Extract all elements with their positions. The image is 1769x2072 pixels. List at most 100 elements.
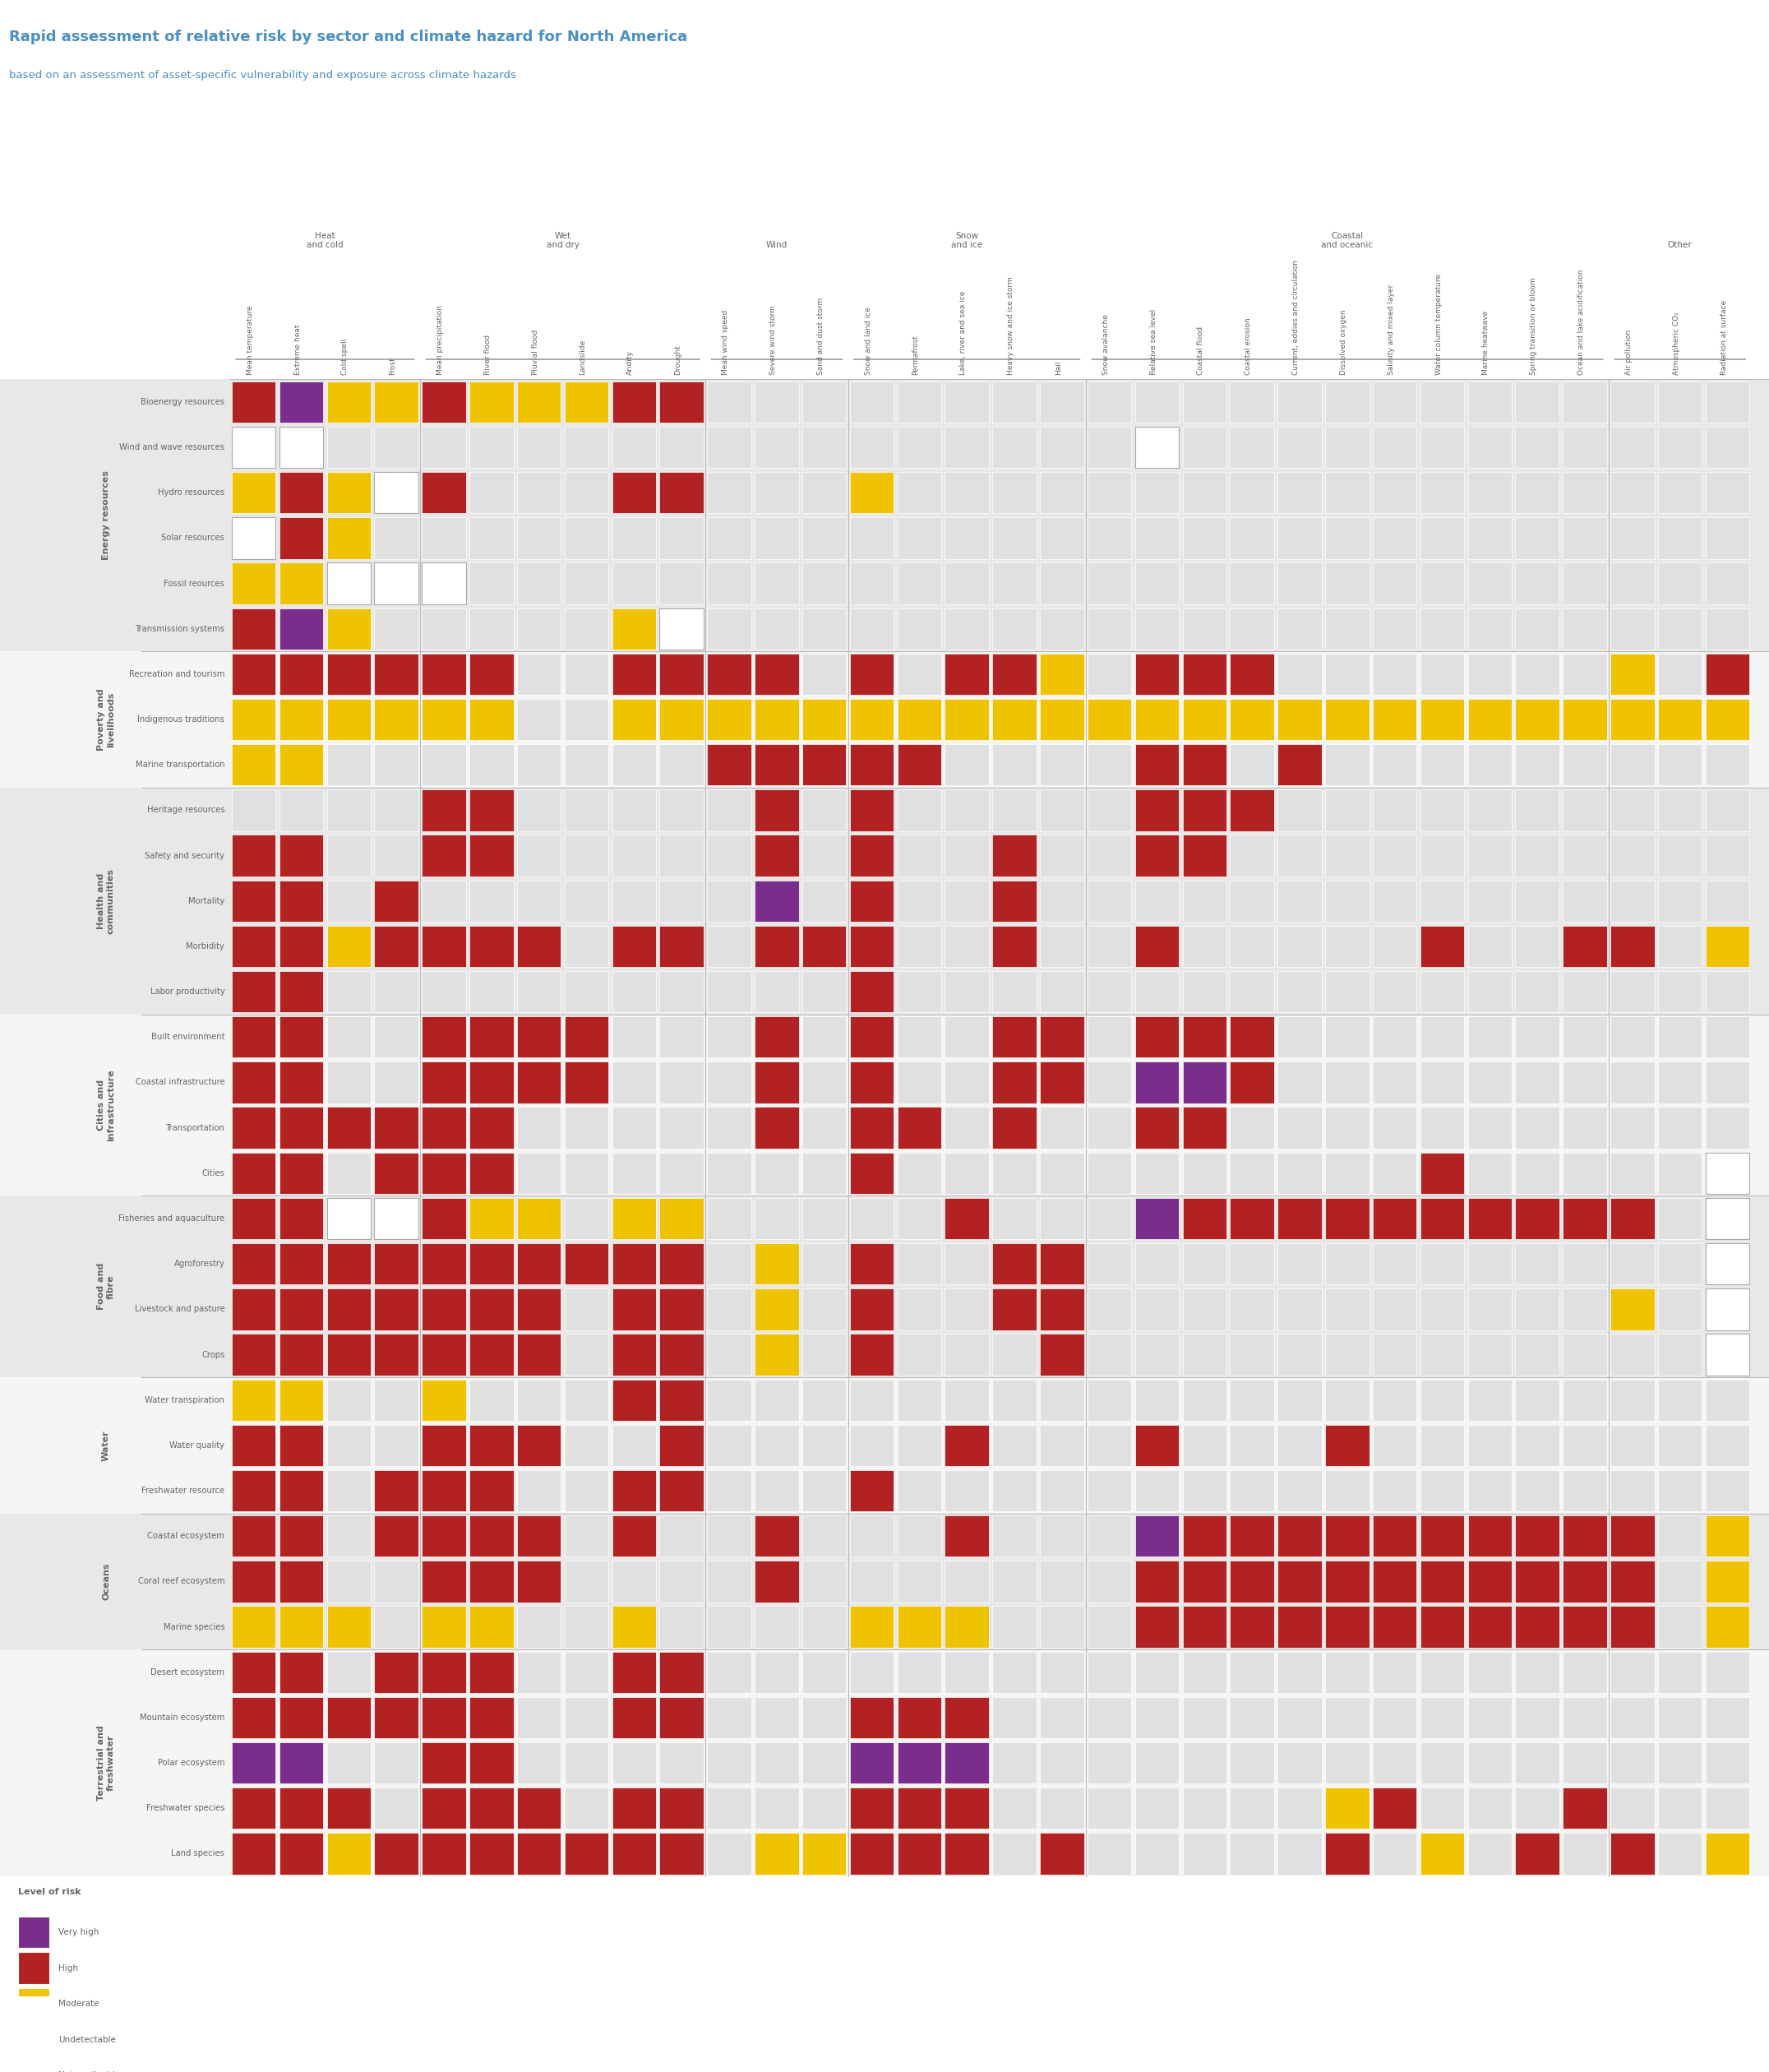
FancyBboxPatch shape bbox=[1182, 564, 1226, 605]
FancyBboxPatch shape bbox=[755, 789, 798, 831]
FancyBboxPatch shape bbox=[0, 787, 1769, 1015]
FancyBboxPatch shape bbox=[897, 1106, 941, 1148]
FancyBboxPatch shape bbox=[849, 1469, 893, 1510]
FancyBboxPatch shape bbox=[755, 564, 798, 605]
FancyBboxPatch shape bbox=[375, 1515, 419, 1556]
FancyBboxPatch shape bbox=[280, 518, 324, 559]
FancyBboxPatch shape bbox=[1658, 1380, 1702, 1421]
FancyBboxPatch shape bbox=[1658, 1606, 1702, 1647]
FancyBboxPatch shape bbox=[375, 1017, 419, 1059]
FancyBboxPatch shape bbox=[1277, 1651, 1321, 1693]
FancyBboxPatch shape bbox=[945, 1061, 989, 1102]
Text: Bioenergy resources: Bioenergy resources bbox=[142, 398, 225, 406]
FancyBboxPatch shape bbox=[327, 972, 371, 1013]
FancyBboxPatch shape bbox=[375, 1106, 419, 1148]
Text: Level of risk: Level of risk bbox=[18, 1888, 81, 1896]
FancyBboxPatch shape bbox=[0, 1513, 1769, 1649]
FancyBboxPatch shape bbox=[1325, 518, 1369, 559]
FancyBboxPatch shape bbox=[469, 972, 513, 1013]
FancyBboxPatch shape bbox=[1373, 1106, 1417, 1148]
FancyBboxPatch shape bbox=[1468, 1061, 1512, 1102]
FancyBboxPatch shape bbox=[1182, 881, 1226, 922]
FancyBboxPatch shape bbox=[849, 835, 893, 876]
FancyBboxPatch shape bbox=[1040, 881, 1084, 922]
FancyBboxPatch shape bbox=[1421, 698, 1465, 740]
FancyBboxPatch shape bbox=[421, 1515, 465, 1556]
FancyBboxPatch shape bbox=[1468, 1697, 1512, 1738]
FancyBboxPatch shape bbox=[1182, 1243, 1226, 1285]
FancyBboxPatch shape bbox=[1705, 1515, 1750, 1556]
FancyBboxPatch shape bbox=[612, 427, 656, 468]
FancyBboxPatch shape bbox=[1610, 881, 1654, 922]
FancyBboxPatch shape bbox=[564, 518, 609, 559]
FancyBboxPatch shape bbox=[1610, 1697, 1654, 1738]
FancyBboxPatch shape bbox=[755, 926, 798, 968]
FancyBboxPatch shape bbox=[708, 1426, 752, 1467]
FancyBboxPatch shape bbox=[1088, 1469, 1132, 1510]
FancyBboxPatch shape bbox=[1373, 653, 1417, 694]
FancyBboxPatch shape bbox=[612, 1834, 656, 1875]
FancyBboxPatch shape bbox=[564, 789, 609, 831]
FancyBboxPatch shape bbox=[517, 1606, 561, 1647]
FancyBboxPatch shape bbox=[1040, 789, 1084, 831]
FancyBboxPatch shape bbox=[280, 1697, 324, 1738]
FancyBboxPatch shape bbox=[1182, 427, 1226, 468]
FancyBboxPatch shape bbox=[1182, 1560, 1226, 1602]
FancyBboxPatch shape bbox=[849, 926, 893, 968]
FancyBboxPatch shape bbox=[280, 427, 324, 468]
FancyBboxPatch shape bbox=[1516, 1380, 1558, 1421]
FancyBboxPatch shape bbox=[1325, 1697, 1369, 1738]
FancyBboxPatch shape bbox=[1277, 1380, 1321, 1421]
FancyBboxPatch shape bbox=[849, 1243, 893, 1285]
FancyBboxPatch shape bbox=[421, 518, 465, 559]
FancyBboxPatch shape bbox=[1516, 1061, 1558, 1102]
FancyBboxPatch shape bbox=[1421, 472, 1465, 514]
FancyBboxPatch shape bbox=[1610, 1334, 1654, 1376]
FancyBboxPatch shape bbox=[660, 1334, 704, 1376]
FancyBboxPatch shape bbox=[421, 1380, 465, 1421]
FancyBboxPatch shape bbox=[1564, 1788, 1606, 1830]
FancyBboxPatch shape bbox=[1325, 1515, 1369, 1556]
FancyBboxPatch shape bbox=[1182, 1515, 1226, 1556]
FancyBboxPatch shape bbox=[1040, 472, 1084, 514]
FancyBboxPatch shape bbox=[1229, 972, 1274, 1013]
FancyBboxPatch shape bbox=[1658, 835, 1702, 876]
FancyBboxPatch shape bbox=[1325, 381, 1369, 423]
FancyBboxPatch shape bbox=[1658, 698, 1702, 740]
Text: Oceans: Oceans bbox=[103, 1562, 110, 1600]
FancyBboxPatch shape bbox=[1468, 1426, 1512, 1467]
FancyBboxPatch shape bbox=[375, 518, 419, 559]
FancyBboxPatch shape bbox=[1182, 1061, 1226, 1102]
FancyBboxPatch shape bbox=[897, 1606, 941, 1647]
FancyBboxPatch shape bbox=[612, 1061, 656, 1102]
FancyBboxPatch shape bbox=[375, 926, 419, 968]
FancyBboxPatch shape bbox=[469, 926, 513, 968]
FancyBboxPatch shape bbox=[1421, 1834, 1465, 1875]
FancyBboxPatch shape bbox=[708, 1560, 752, 1602]
FancyBboxPatch shape bbox=[660, 698, 704, 740]
FancyBboxPatch shape bbox=[801, 1334, 846, 1376]
FancyBboxPatch shape bbox=[1136, 835, 1178, 876]
FancyBboxPatch shape bbox=[564, 881, 609, 922]
FancyBboxPatch shape bbox=[1468, 1380, 1512, 1421]
FancyBboxPatch shape bbox=[1658, 427, 1702, 468]
FancyBboxPatch shape bbox=[280, 1106, 324, 1148]
FancyBboxPatch shape bbox=[280, 1606, 324, 1647]
FancyBboxPatch shape bbox=[1136, 607, 1178, 649]
FancyBboxPatch shape bbox=[1373, 1152, 1417, 1193]
FancyBboxPatch shape bbox=[755, 1834, 798, 1875]
FancyBboxPatch shape bbox=[564, 1106, 609, 1148]
FancyBboxPatch shape bbox=[1705, 518, 1750, 559]
FancyBboxPatch shape bbox=[1421, 1743, 1465, 1784]
FancyBboxPatch shape bbox=[945, 381, 989, 423]
FancyBboxPatch shape bbox=[708, 972, 752, 1013]
FancyBboxPatch shape bbox=[1373, 381, 1417, 423]
FancyBboxPatch shape bbox=[849, 1334, 893, 1376]
FancyBboxPatch shape bbox=[1516, 564, 1558, 605]
FancyBboxPatch shape bbox=[897, 1651, 941, 1693]
FancyBboxPatch shape bbox=[1468, 1469, 1512, 1510]
FancyBboxPatch shape bbox=[1325, 698, 1369, 740]
FancyBboxPatch shape bbox=[612, 1560, 656, 1602]
FancyBboxPatch shape bbox=[1182, 1106, 1226, 1148]
FancyBboxPatch shape bbox=[992, 698, 1037, 740]
